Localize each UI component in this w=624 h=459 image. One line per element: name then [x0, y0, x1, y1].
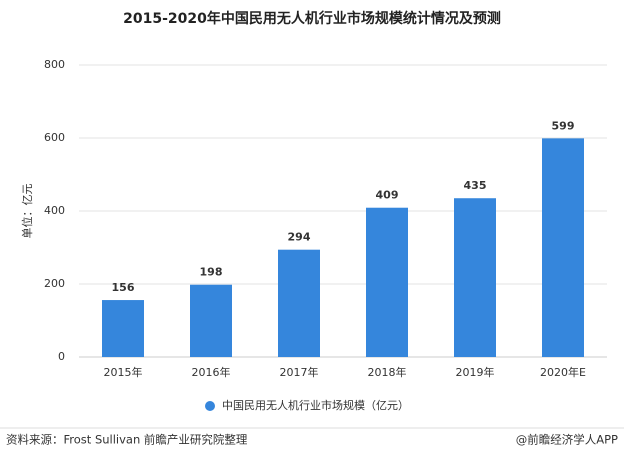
- bar: [454, 198, 496, 357]
- x-tick-label: 2020年E: [540, 365, 586, 379]
- y-tick-label: 400: [44, 204, 65, 217]
- x-tick-label: 2017年: [280, 365, 319, 379]
- footer-source: 资料来源：Frost Sullivan 前瞻产业研究院整理: [6, 433, 248, 447]
- y-tick-label: 800: [44, 58, 65, 71]
- legend-marker: [205, 401, 215, 411]
- value-label: 435: [464, 179, 487, 192]
- value-label: 599: [552, 119, 575, 132]
- x-tick-label: 2016年: [192, 365, 231, 379]
- bar: [190, 284, 232, 357]
- y-tick-label: 0: [58, 350, 65, 363]
- y-tick-label: 600: [44, 131, 65, 144]
- value-label: 294: [288, 231, 311, 244]
- x-tick-label: 2018年: [368, 365, 407, 379]
- y-axis-label: 单位：亿元: [20, 184, 34, 239]
- y-tick-label: 200: [44, 277, 65, 290]
- value-label: 198: [200, 266, 223, 279]
- chart-title: 2015-2020年中国民用无人机行业市场规模统计情况及预测: [123, 10, 501, 27]
- bar: [366, 207, 408, 357]
- footer-brand: @前瞻经济学人APP: [516, 433, 618, 447]
- value-label: 156: [112, 281, 135, 294]
- value-label: 409: [376, 189, 399, 202]
- x-tick-label: 2019年: [456, 365, 495, 379]
- bar: [542, 138, 584, 357]
- legend-label: 中国民用无人机行业市场规模（亿元）: [222, 398, 409, 412]
- x-tick-label: 2015年: [104, 365, 143, 379]
- bar: [102, 300, 144, 357]
- bar: [278, 249, 320, 357]
